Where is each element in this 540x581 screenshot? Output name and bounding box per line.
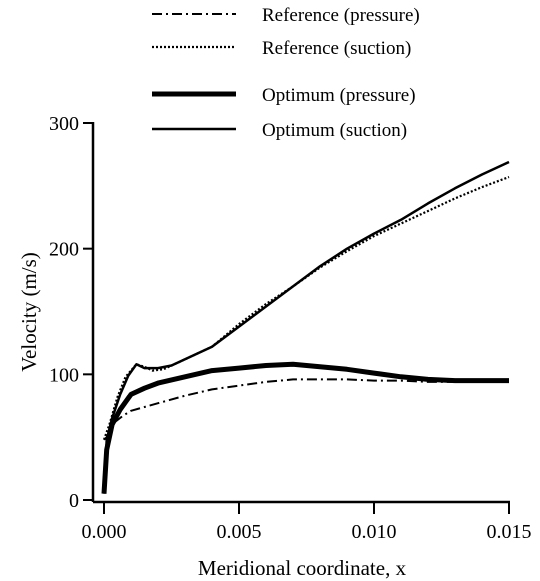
plot-area	[101, 160, 510, 494]
legend: Reference (pressure) Reference (suction) O…	[152, 5, 420, 141]
series-line-reference-pressure	[103, 378, 509, 441]
y-tick-label: 0	[69, 490, 79, 512]
x-tick-label: 0.010	[352, 521, 397, 543]
legend-label-reference-suction: Reference (suction)	[262, 38, 411, 59]
y-tick-label: 100	[49, 364, 79, 386]
x-tick-label: 0.015	[487, 521, 532, 543]
y-tick-label: 300	[49, 113, 79, 135]
x-tick-label: 0.005	[217, 521, 262, 543]
y-axis-title: Velocity (m/s)	[17, 252, 41, 372]
series-line-optimum-suction	[102, 160, 510, 494]
legend-label-optimum-pressure: Optimum (pressure)	[262, 85, 416, 106]
legend-label-optimum-suction: Optimum (suction)	[262, 120, 407, 141]
y-tick-label: 200	[49, 239, 79, 261]
ticks: 0.000 0.005 0.010 0.015 0 100 200 300	[49, 113, 532, 543]
x-tick-label: 0.000	[82, 521, 127, 543]
axes	[91, 122, 510, 504]
x-axis-title: Meridional coordinate, x	[198, 556, 407, 580]
legend-label-reference-pressure: Reference (pressure)	[262, 5, 420, 26]
series-line-optimum-pressure	[101, 361, 509, 494]
